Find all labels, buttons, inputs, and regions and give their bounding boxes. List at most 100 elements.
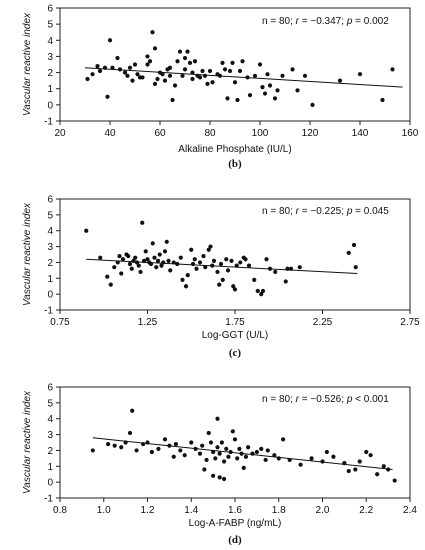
data-point	[238, 260, 243, 265]
y-tick-label: 6	[47, 195, 53, 206]
data-point	[337, 78, 343, 83]
plot-frame	[59, 7, 411, 122]
data-point	[136, 263, 141, 268]
data-point	[127, 261, 133, 267]
data-point	[182, 67, 188, 72]
data-point	[155, 258, 161, 263]
x-tick-label: 1.8	[272, 505, 286, 516]
x-tick-label: 80	[204, 128, 216, 139]
data-point	[115, 260, 120, 265]
data-point	[152, 255, 157, 260]
y-tick-label: -1	[44, 117, 53, 128]
data-point	[353, 265, 358, 270]
data-point	[215, 445, 220, 450]
data-point	[145, 62, 150, 67]
data-point	[240, 59, 245, 64]
data-point	[117, 67, 123, 72]
data-point	[192, 257, 197, 262]
data-point	[342, 461, 347, 466]
data-point	[255, 288, 260, 294]
data-point	[206, 430, 211, 436]
data-point	[232, 287, 238, 292]
data-point	[225, 268, 231, 273]
y-tick-label: 3	[47, 242, 53, 253]
data-point	[368, 453, 373, 458]
data-point	[260, 85, 265, 90]
y-tick-label: 6	[47, 4, 53, 15]
data-point	[235, 97, 240, 103]
data-point	[260, 288, 266, 294]
data-point	[225, 96, 230, 101]
data-point	[85, 76, 90, 82]
data-point	[206, 247, 211, 252]
data-point	[152, 81, 158, 86]
data-point	[187, 60, 193, 65]
data-point	[346, 468, 351, 474]
data-point	[310, 102, 315, 107]
data-point	[117, 253, 122, 259]
data-point	[290, 67, 295, 72]
data-point	[200, 443, 205, 448]
data-point	[215, 416, 220, 421]
data-point	[272, 96, 278, 101]
y-tick-label: 3	[47, 52, 53, 63]
data-point	[197, 451, 203, 456]
data-point	[161, 260, 166, 265]
x-tick-label: 1.75	[225, 317, 245, 328]
data-point	[245, 75, 250, 80]
data-point	[162, 437, 168, 442]
data-point	[190, 76, 195, 82]
data-point	[182, 55, 188, 61]
data-point	[180, 73, 185, 78]
data-point	[123, 440, 128, 445]
data-point	[287, 457, 292, 463]
data-point	[107, 38, 113, 43]
x-tick-label: 0.8	[53, 505, 67, 516]
data-point	[189, 440, 194, 445]
data-point	[220, 60, 225, 65]
data-point	[145, 257, 150, 262]
data-point	[211, 449, 216, 455]
data-point	[167, 65, 173, 70]
data-point	[145, 440, 150, 445]
data-point	[141, 258, 147, 263]
data-point	[122, 70, 128, 75]
x-tick-label: 2.4	[403, 505, 417, 516]
data-point	[210, 80, 215, 85]
data-point	[205, 81, 210, 86]
y-tick-label: 2	[47, 258, 53, 269]
data-point	[97, 68, 103, 74]
data-point	[108, 282, 113, 287]
data-point	[217, 475, 222, 480]
data-point	[194, 266, 199, 271]
data-point	[131, 258, 136, 263]
data-point	[254, 449, 259, 455]
data-point	[267, 83, 273, 88]
data-point	[281, 437, 286, 442]
y-tick-label: 5	[47, 20, 53, 31]
data-point	[217, 282, 222, 287]
data-point	[180, 277, 185, 282]
data-point	[262, 91, 268, 96]
data-point	[217, 73, 223, 78]
x-tick-label: 160	[402, 128, 419, 139]
data-point	[133, 255, 138, 260]
data-point	[175, 59, 180, 64]
x-axis-title: Alkaline Phosphate (IU/L)	[178, 144, 291, 155]
x-tick-label: 120	[302, 128, 319, 139]
y-tick-label: 2	[47, 446, 53, 457]
data-point	[183, 284, 189, 289]
data-point	[222, 67, 228, 72]
data-point	[90, 448, 95, 453]
data-point	[210, 263, 215, 268]
y-tick-label: 6	[47, 383, 53, 394]
y-tick-label: 4	[47, 36, 53, 47]
data-point	[105, 94, 110, 99]
data-point	[204, 457, 209, 463]
data-point	[234, 263, 239, 268]
data-point	[171, 260, 176, 265]
data-point	[141, 441, 146, 447]
data-point	[353, 467, 358, 472]
data-point	[125, 73, 130, 78]
data-point	[112, 443, 117, 448]
